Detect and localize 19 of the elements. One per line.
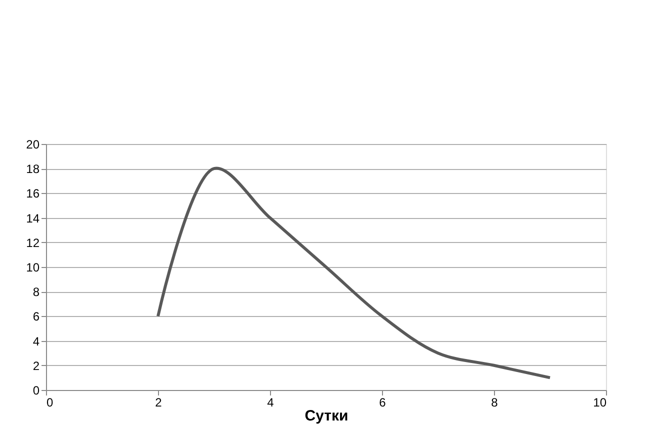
x-tick-label: 10 [593, 396, 607, 410]
y-tick-label: 6 [32, 310, 40, 324]
x-axis-title: Сутки [304, 408, 348, 424]
y-tick-label: 8 [32, 285, 40, 300]
x-tick-label: 8 [491, 396, 498, 410]
y-tick-label: 10 [26, 260, 40, 274]
x-tick-label: 4 [267, 396, 274, 410]
x-tick-label: 2 [155, 396, 162, 410]
x-tick-label: 0 [46, 396, 54, 410]
y-tick-label: 18 [26, 162, 40, 176]
y-tick-label: 12 [26, 236, 40, 250]
y-tick-label: 16 [26, 186, 40, 201]
y-tick-label: 20 [26, 138, 40, 152]
y-tick-label: 0 [32, 384, 40, 398]
line-series [156, 167, 552, 380]
x-tick-label: 6 [379, 396, 386, 410]
y-tick-label: 14 [26, 211, 40, 226]
y-tick-label: 2 [32, 358, 40, 373]
y-tick-label: 4 [32, 334, 40, 348]
